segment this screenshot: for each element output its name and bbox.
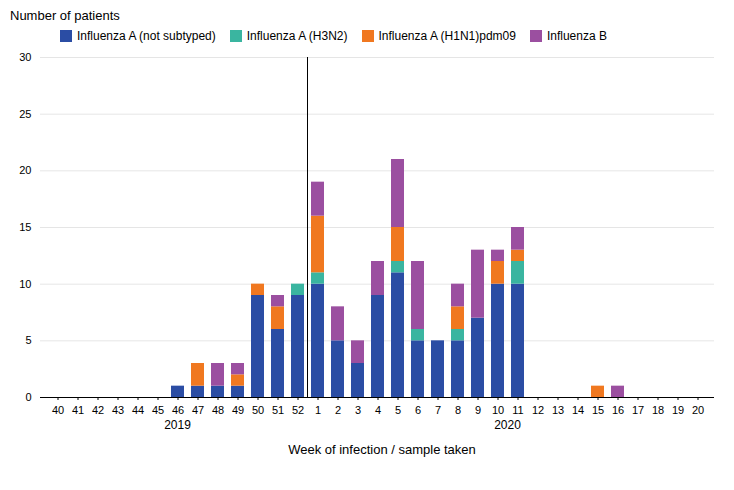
html-text:Influenza B: Influenza B <box>546 29 607 43</box>
svg-text:48: 48 <box>212 404 224 416</box>
svg-text:25: 25 <box>19 108 31 120</box>
svg-text:15: 15 <box>592 404 604 416</box>
svg-text:5: 5 <box>395 404 401 416</box>
html-text:Influenza A (H1N1)pdm09: Influenza A (H1N1)pdm09 <box>378 29 516 43</box>
html-text:Influenza A (not subtyped): Influenza A (not subtyped) <box>77 29 216 43</box>
svg-text:51: 51 <box>272 404 284 416</box>
svg-text:2020: 2020 <box>494 418 521 432</box>
svg-text:10: 10 <box>492 404 504 416</box>
svg-text:43: 43 <box>112 404 124 416</box>
svg-text:2019: 2019 <box>164 418 191 432</box>
svg-text:19: 19 <box>672 404 684 416</box>
svg-text:3: 3 <box>355 404 361 416</box>
svg-text:30: 30 <box>19 51 31 63</box>
svg-text:13: 13 <box>552 404 564 416</box>
svg-text:50: 50 <box>252 404 264 416</box>
svg-text:42: 42 <box>92 404 104 416</box>
svg-text:44: 44 <box>132 404 144 416</box>
svg-text:52: 52 <box>292 404 304 416</box>
svg-text:49: 49 <box>232 404 244 416</box>
svg-text:17: 17 <box>632 404 644 416</box>
svg-text:8: 8 <box>455 404 461 416</box>
svg-text:47: 47 <box>192 404 204 416</box>
svg-text:0: 0 <box>25 391 31 403</box>
svg-text:15: 15 <box>19 221 31 233</box>
svg-text:41: 41 <box>72 404 84 416</box>
svg-text:40: 40 <box>52 404 64 416</box>
svg-text:18: 18 <box>652 404 664 416</box>
svg-text:16: 16 <box>612 404 624 416</box>
svg-text:20: 20 <box>692 404 704 416</box>
html-text:Number of patients: Number of patients <box>10 8 120 23</box>
svg-text:46: 46 <box>172 404 184 416</box>
svg-text:7: 7 <box>435 404 441 416</box>
svg-text:6: 6 <box>415 404 421 416</box>
svg-text:1: 1 <box>315 404 321 416</box>
svg-text:14: 14 <box>572 404 584 416</box>
svg-text:12: 12 <box>532 404 544 416</box>
svg-text:2: 2 <box>335 404 341 416</box>
svg-text:9: 9 <box>475 404 481 416</box>
svg-text:4: 4 <box>375 404 381 416</box>
svg-text:10: 10 <box>19 278 31 290</box>
html-text:Influenza A (H3N2): Influenza A (H3N2) <box>246 29 348 43</box>
svg-text:45: 45 <box>152 404 164 416</box>
svg-text:20: 20 <box>19 164 31 176</box>
html-text:Week of infection / sample tak: Week of infection / sample taken <box>288 442 476 457</box>
svg-text:5: 5 <box>25 334 31 346</box>
svg-text:11: 11 <box>512 404 523 416</box>
